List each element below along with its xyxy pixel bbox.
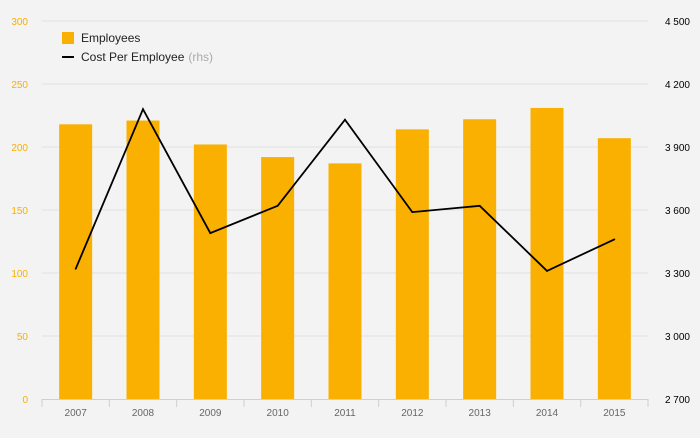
x-tick-label-2009: 2009 [199, 408, 222, 419]
point-cost-per-employee-2007 [74, 267, 77, 270]
line-series [74, 107, 616, 272]
point-cost-per-employee-2012 [411, 211, 414, 214]
bar-employees-2008 [126, 120, 160, 399]
legend-swatch-employees [62, 31, 74, 44]
legend-label-rhs-suffix: (rhs) [188, 49, 214, 64]
point-cost-per-employee-2014 [546, 270, 548, 272]
y-left-tick-label: 300 [11, 17, 28, 28]
bar-employees-2011 [328, 163, 362, 399]
y-left-tick-label: 100 [11, 269, 28, 280]
point-cost-per-employee-2008 [142, 108, 144, 111]
bar-employees-2012 [395, 129, 429, 400]
x-tick-label-2013: 2013 [469, 408, 492, 419]
y-left-tick-label: 250 [11, 80, 28, 91]
bar-employees-2007 [59, 124, 93, 399]
axes: 2007 2008 2009 2010 2011 2012 2013 2014 2015 0 50 1… [11, 17, 690, 419]
x-tick-label-2014: 2014 [536, 408, 559, 419]
bar-employees-2009 [193, 144, 227, 399]
point-cost-per-employee-2009 [209, 232, 212, 235]
legend: Employees Cost Per Employee (rhs) [62, 28, 213, 66]
point-cost-per-employee-2010 [276, 204, 279, 207]
y-right-tick-label: 2 700 [665, 395, 690, 406]
bar-employees-2014 [530, 107, 564, 399]
x-tick-label-2012: 2012 [401, 408, 424, 419]
legend-label-employees: Employees [81, 30, 141, 45]
bar-employees-2010 [261, 157, 295, 399]
y-right-tick-label: 3 600 [665, 206, 690, 217]
y-left-tick-label: 50 [17, 332, 29, 343]
y-right-tick-label: 3 300 [665, 269, 690, 280]
y-right-tick-label: 3 000 [665, 332, 690, 343]
y-right-tick-label: 4 200 [665, 80, 690, 91]
point-cost-per-employee-2013 [478, 204, 481, 207]
legend-item-employees[interactable]: Employees [62, 28, 213, 47]
legend-item-cost-per-employee[interactable]: Cost Per Employee (rhs) [62, 47, 213, 66]
x-tick-label-2015: 2015 [603, 408, 626, 419]
legend-label-cost-per-employee: Cost Per Employee [81, 49, 185, 64]
point-cost-per-employee-2011 [344, 118, 346, 121]
y-left-tick-label: 150 [11, 206, 28, 217]
x-tick-label-2010: 2010 [267, 408, 290, 419]
bar-series [59, 107, 631, 400]
bar-employees-2015 [597, 138, 631, 399]
point-cost-per-employee-2015 [613, 238, 616, 241]
y-left-tick-label: 0 [22, 395, 28, 406]
x-tick-label-2008: 2008 [132, 408, 155, 419]
y-right-tick-label: 4 500 [665, 17, 690, 28]
y-right-tick-label: 3 900 [665, 143, 690, 154]
y-left-tick-label: 200 [11, 143, 28, 154]
x-tick-label-2007: 2007 [65, 408, 88, 419]
legend-swatch-cost-per-employee [62, 55, 74, 58]
bar-employees-2013 [463, 119, 497, 399]
x-tick-label-2011: 2011 [334, 408, 356, 419]
